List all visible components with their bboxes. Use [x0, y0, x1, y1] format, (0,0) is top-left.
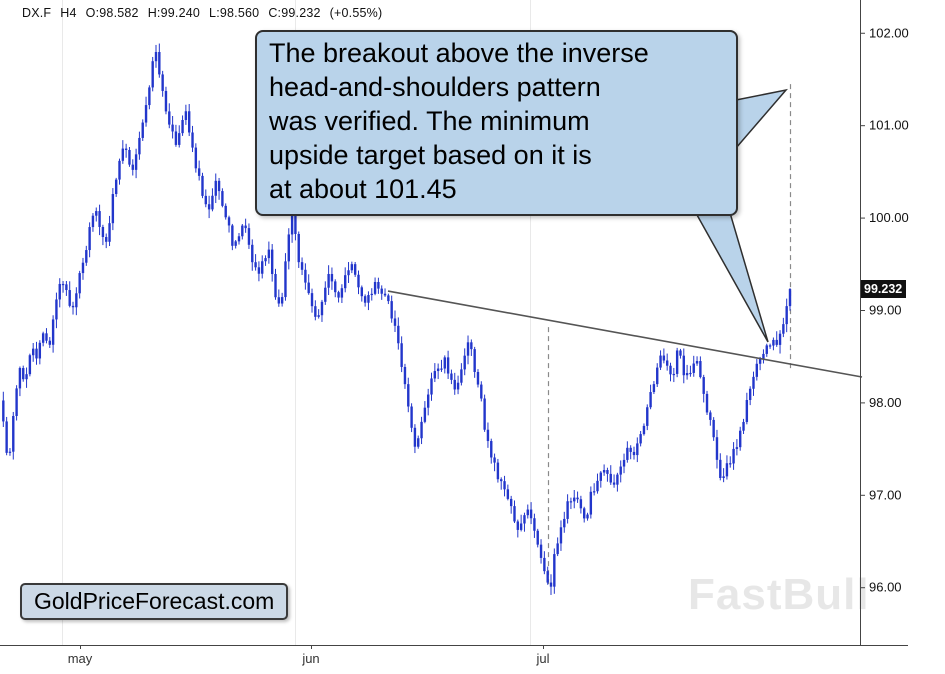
ohlc-header: DX.F H4 O:98.582 H:99.240 L:98.560 C:99.232 (+… [22, 6, 391, 20]
timeframe-label: H4 [60, 6, 77, 20]
annotation-line: was verified. The minimum [269, 106, 590, 136]
price-axis-label: 99.00 [869, 302, 902, 317]
dashed-reference-lines [547, 84, 792, 586]
axes [0, 0, 908, 649]
last-price-tag: 99.232 [861, 280, 907, 299]
callout-tail-to-breakout [690, 205, 769, 343]
price-axis-label: 100.00 [869, 210, 909, 225]
annotation-line: upside target based on it is [269, 140, 592, 170]
annotation-line: at about 101.45 [269, 174, 457, 204]
price-axis-label: 101.00 [869, 118, 909, 133]
annotation-callout: The breakout above the inverse head-and-… [255, 30, 738, 216]
time-axis-label: jul [535, 651, 549, 666]
open-value: O:98.582 [85, 6, 139, 20]
symbol-label: DX.F [22, 6, 52, 20]
price-axis-label: 102.00 [869, 25, 909, 40]
low-value: L:98.560 [209, 6, 260, 20]
close-value: C:99.232 [268, 6, 321, 20]
platform-watermark: FastBull [688, 570, 870, 619]
brand-watermark: GoldPriceForecast.com [20, 583, 289, 620]
price-axis-label: 97.00 [869, 487, 902, 502]
neckline-trendline [387, 290, 863, 378]
time-axis-label: may [68, 651, 93, 666]
annotation-line: The breakout above the inverse [269, 38, 649, 68]
price-axis-label: 98.00 [869, 395, 902, 410]
callout-pointer-tails [690, 88, 788, 343]
change-value: (+0.55%) [329, 6, 383, 20]
price-axis-label: 96.00 [869, 580, 902, 595]
callout-tail-to-target [735, 88, 788, 151]
annotation-line: head-and-shoulders pattern [269, 72, 601, 102]
time-axis-label: jun [301, 651, 319, 666]
high-value: H:99.240 [147, 6, 201, 20]
